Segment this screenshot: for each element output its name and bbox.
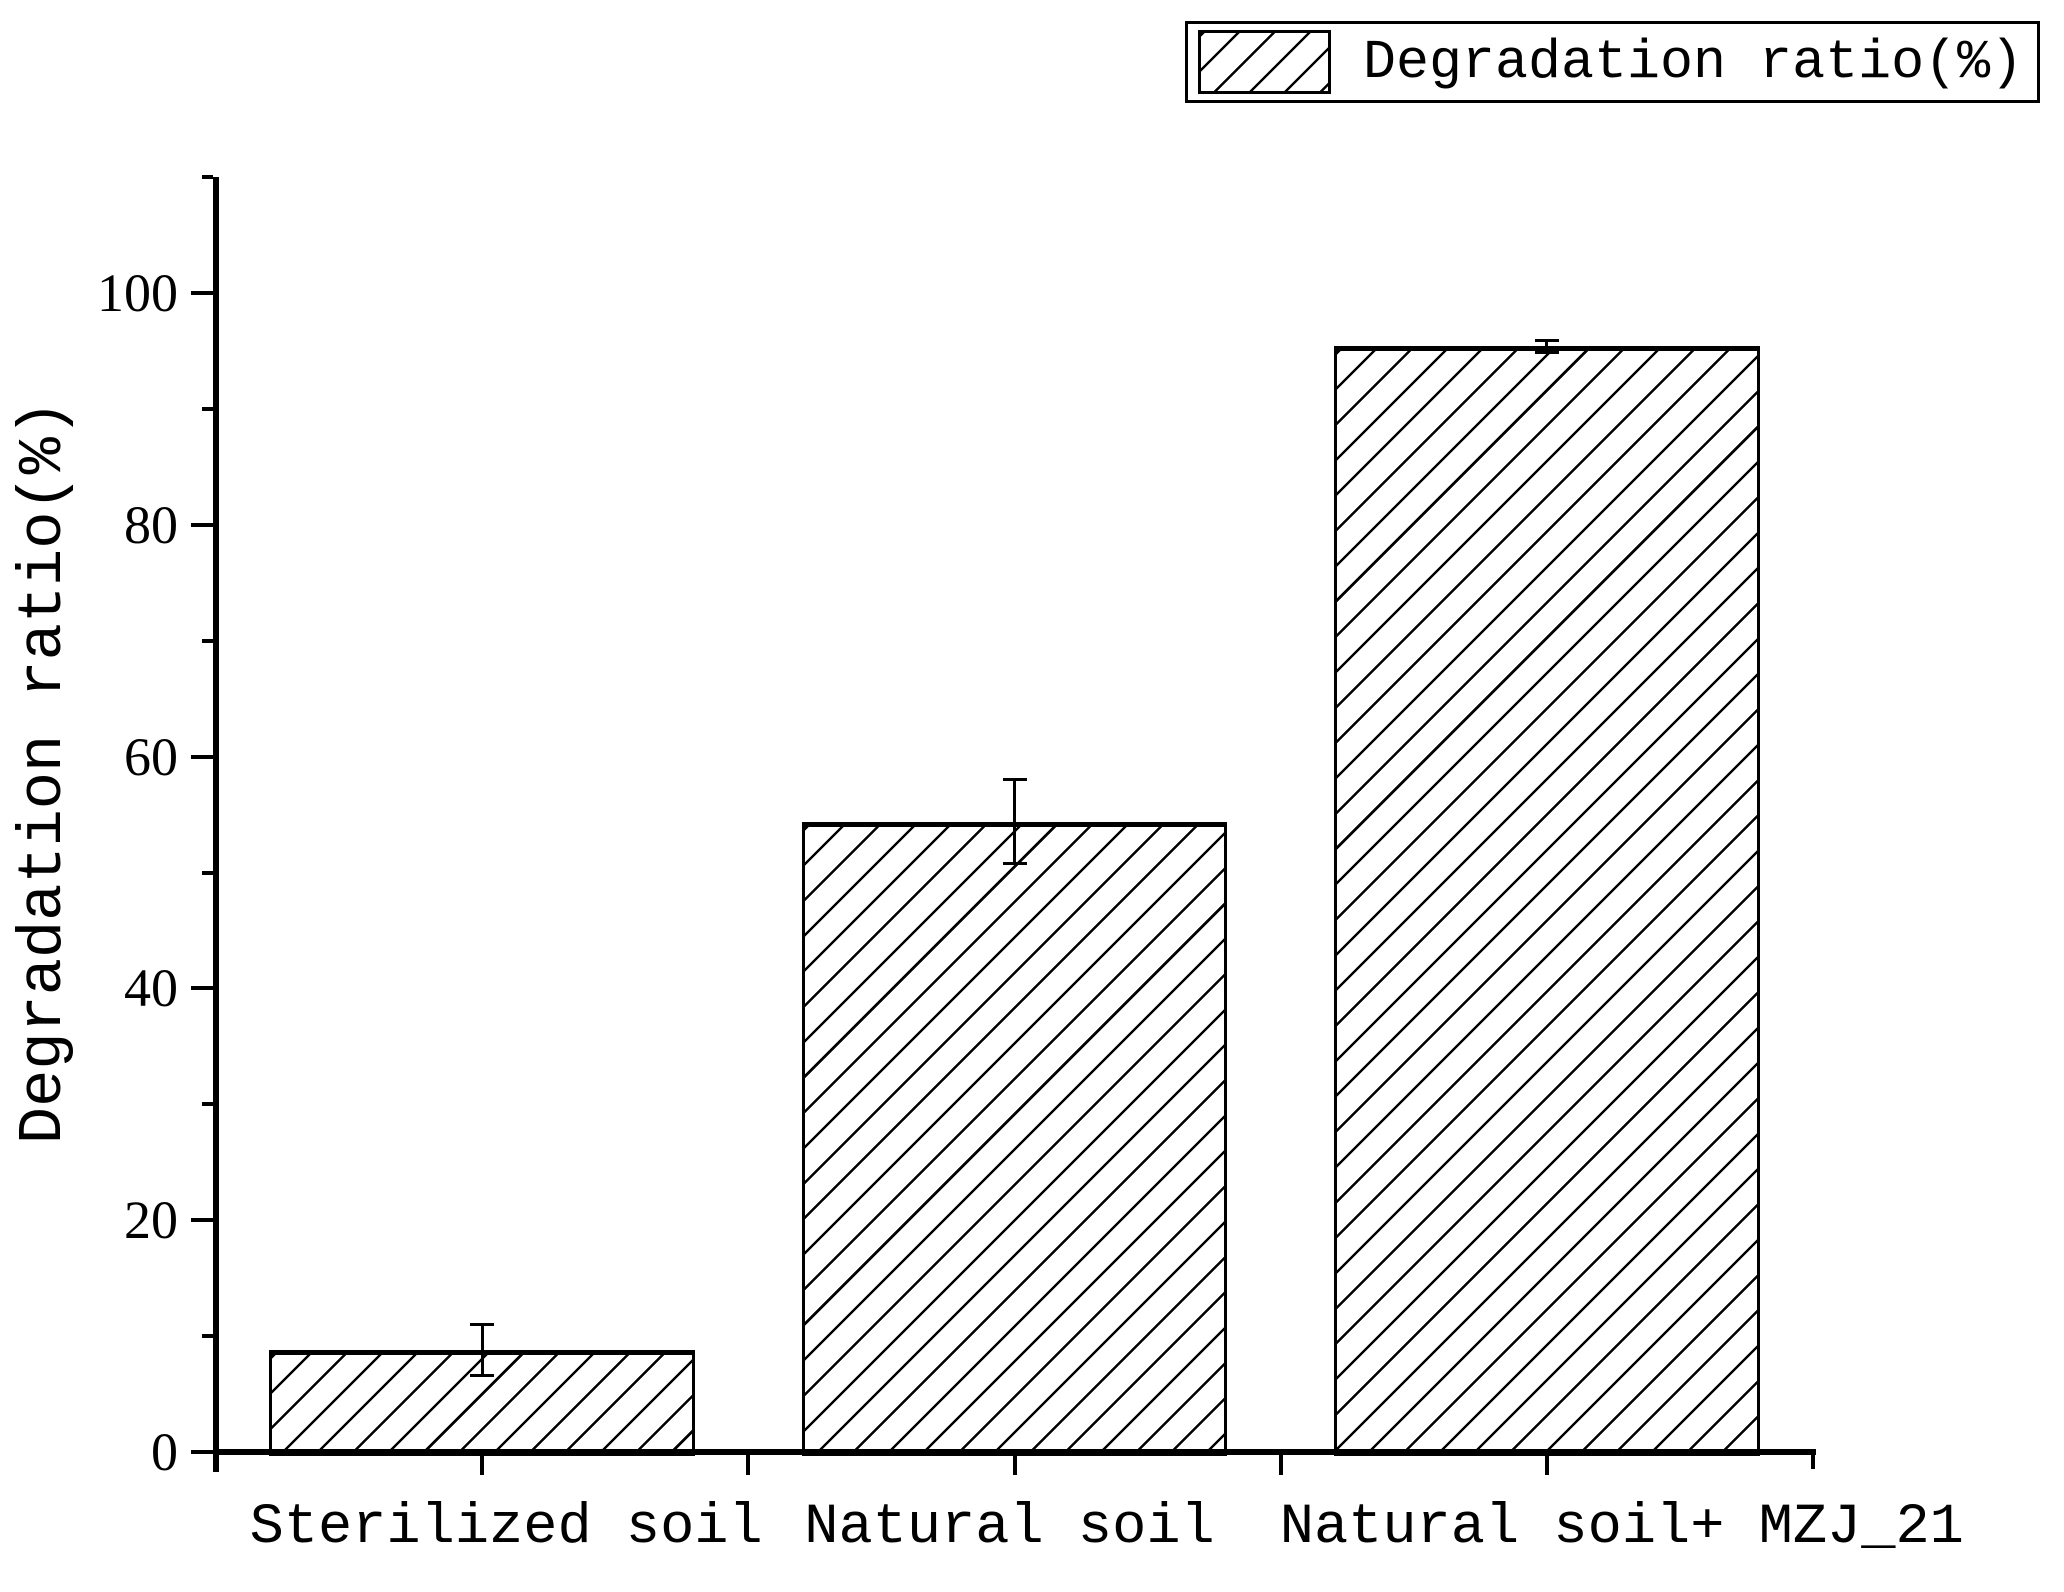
x-tick bbox=[1544, 1455, 1549, 1475]
x-axis-line bbox=[213, 1449, 1816, 1455]
y-tick-label: 100 bbox=[97, 263, 178, 323]
x-tick bbox=[1811, 1455, 1815, 1469]
y-tick-label: 40 bbox=[124, 958, 178, 1019]
bar bbox=[801, 821, 1228, 1456]
error-bar-cap-top bbox=[1002, 778, 1027, 782]
x-category-label: Natural soil bbox=[804, 1496, 1215, 1560]
x-tick bbox=[746, 1455, 751, 1475]
y-tick-label: 20 bbox=[124, 1190, 178, 1251]
x-category-label: Sterilized soil bbox=[249, 1496, 763, 1560]
legend: Degradation ratio(%) bbox=[1185, 21, 2040, 103]
error-bar-cap-bottom bbox=[470, 1374, 495, 1377]
legend-hatch-swatch bbox=[1198, 30, 1331, 94]
y-major-tick bbox=[191, 522, 213, 527]
y-major-tick bbox=[191, 754, 213, 759]
y-major-tick bbox=[191, 1218, 213, 1223]
y-major-tick bbox=[191, 986, 213, 991]
y-minor-tick bbox=[202, 175, 213, 180]
error-bar-cap-top bbox=[470, 1323, 495, 1326]
y-minor-tick bbox=[202, 406, 213, 411]
x-tick bbox=[1012, 1455, 1017, 1475]
y-minor-tick bbox=[202, 870, 213, 875]
y-minor-tick bbox=[202, 1102, 213, 1107]
error-bar-cap-bottom bbox=[1002, 861, 1027, 865]
error-bar-cap-top bbox=[1534, 339, 1559, 343]
y-tick-label: 80 bbox=[124, 494, 178, 555]
x-tick bbox=[480, 1455, 485, 1475]
y-axis-line bbox=[213, 177, 219, 1472]
error-bar-line bbox=[1545, 340, 1549, 353]
bar bbox=[1333, 346, 1760, 1456]
x-category-label: Natural soil+ MZJ_21 bbox=[1279, 1496, 1964, 1560]
error-bar-line bbox=[1013, 779, 1016, 864]
y-major-tick bbox=[191, 291, 213, 295]
x-tick bbox=[1278, 1455, 1283, 1475]
y-minor-tick bbox=[202, 1334, 213, 1339]
error-bar-cap-bottom bbox=[1534, 350, 1559, 354]
y-tick-label: 0 bbox=[151, 1422, 178, 1482]
y-minor-tick bbox=[202, 638, 213, 643]
error-bar-line bbox=[480, 1324, 484, 1376]
y-major-tick bbox=[191, 1450, 213, 1454]
y-tick-label: 60 bbox=[124, 726, 178, 787]
legend-label: Degradation ratio(%) bbox=[1363, 30, 2024, 94]
